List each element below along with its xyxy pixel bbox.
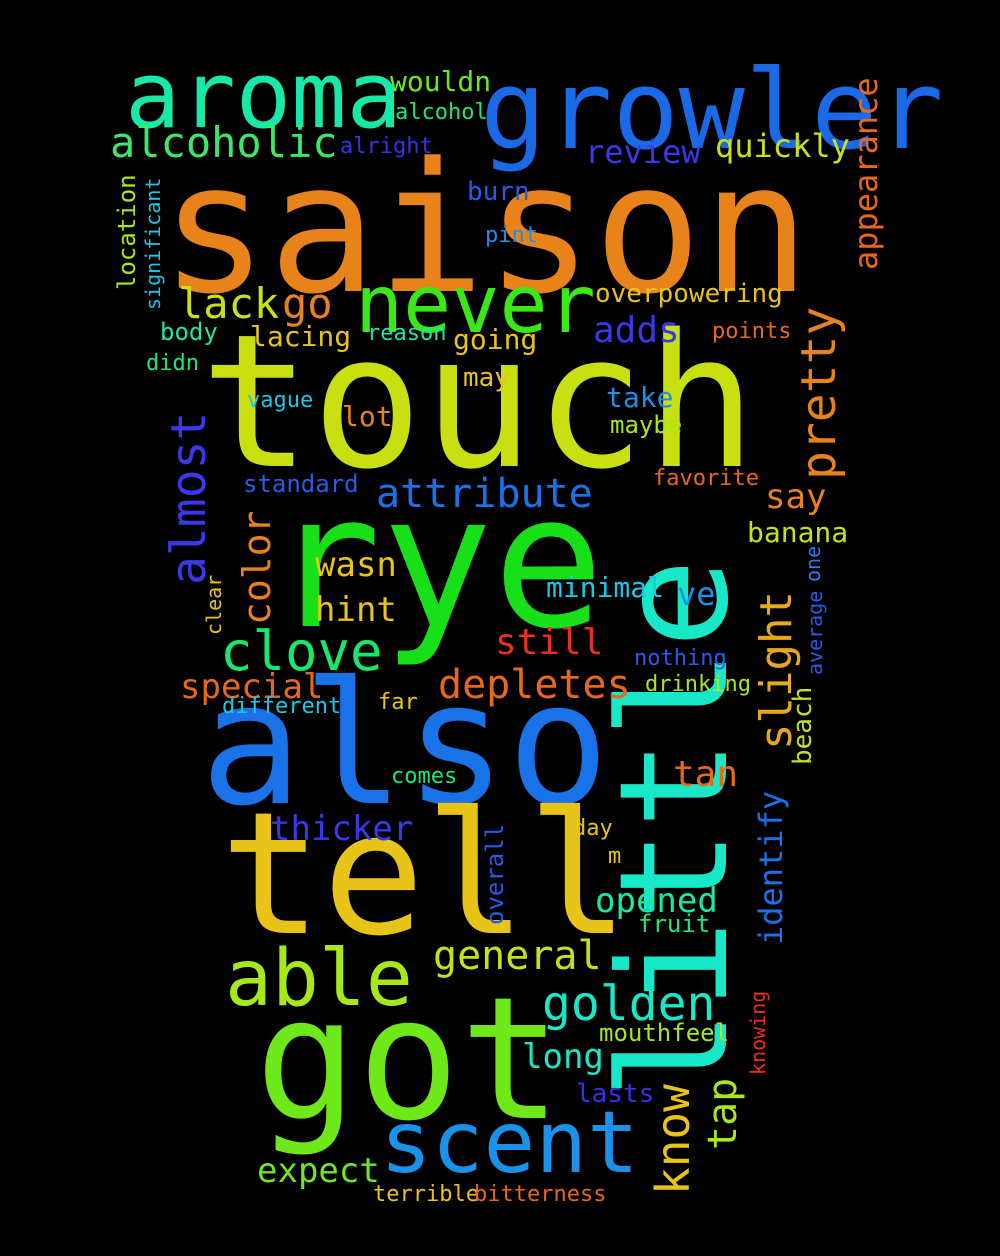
word-drinking: drinking <box>645 672 751 697</box>
word-standard: standard <box>243 470 359 498</box>
word-review: review <box>585 133 701 171</box>
word-going: going <box>453 323 538 356</box>
word-never: never <box>355 258 596 351</box>
word-mouthfeel: mouthfeel <box>599 1019 730 1047</box>
word-expect: expect <box>257 1151 380 1191</box>
word-long: long <box>522 1037 604 1077</box>
word-adds: adds <box>593 310 680 351</box>
word-depletes: depletes <box>438 662 631 708</box>
word-rye: rye <box>270 454 605 670</box>
word-tan: tan <box>673 754 739 795</box>
word-alright: alright <box>340 134 433 159</box>
word-growler: growler <box>480 46 944 174</box>
word-ve: ve <box>677 575 716 613</box>
word-favorite: favorite <box>653 466 759 491</box>
word-wouldn: wouldn <box>390 65 492 98</box>
word-fruit: fruit <box>638 910 711 938</box>
word-minimal: minimal <box>546 571 665 604</box>
word-special: special <box>180 667 324 707</box>
word-almost: almost <box>161 411 217 585</box>
word-aroma: aroma <box>125 42 402 149</box>
word-touch: touch <box>200 294 757 510</box>
word-alcohol: alcohol <box>395 100 488 125</box>
word-location: location <box>113 174 141 290</box>
word-golden: golden <box>542 976 716 1032</box>
word-alcoholic: alcoholic <box>110 118 338 167</box>
word-appearance: appearance <box>847 77 885 270</box>
word-quickly: quickly <box>715 127 850 165</box>
word-able: able <box>225 934 413 1024</box>
word-go: go <box>282 279 333 328</box>
word-got: got <box>255 961 563 1159</box>
word-attribute: attribute <box>376 471 593 517</box>
word-still: still <box>495 622 604 663</box>
word-pint: pint <box>485 223 538 248</box>
word-comes: comes <box>391 764 458 789</box>
word-lasts: lasts <box>576 1079 655 1109</box>
word-burn: burn <box>467 177 530 207</box>
word-overpowering: overpowering <box>595 279 783 309</box>
word-clear: clear <box>202 574 226 635</box>
word-didn: didn <box>146 351 199 376</box>
word-nothing: nothing <box>634 646 727 671</box>
word-significant: significant <box>141 177 165 310</box>
word-hint: hint <box>315 590 397 630</box>
word-bitterness: bitterness <box>474 1182 607 1207</box>
word-scent: scent <box>380 1093 639 1193</box>
word-wasn: wasn <box>315 545 397 585</box>
word-far: far <box>378 690 418 715</box>
word-general: general <box>433 933 602 979</box>
word-different: different <box>222 694 342 719</box>
word-lack: lack <box>178 279 280 328</box>
word-tap: tap <box>700 1077 746 1150</box>
word-saison: saison <box>160 125 811 334</box>
word-lacing: lacing <box>250 320 352 353</box>
word-color: color <box>235 510 279 625</box>
word-beach: beach <box>788 686 818 765</box>
word-banana: banana <box>747 516 849 549</box>
word-know: know <box>646 1084 700 1195</box>
word-may: may <box>463 363 510 393</box>
word-clove: clove <box>220 620 383 683</box>
word-one: one <box>801 545 825 582</box>
word-points: points <box>712 319 792 344</box>
word-maybe: maybe <box>610 411 683 439</box>
word-reason: reason <box>367 321 447 346</box>
word-opened: opened <box>595 881 718 921</box>
word-also: also <box>200 646 610 844</box>
word-thicker: thicker <box>270 809 414 849</box>
word-tell: tell <box>220 776 630 974</box>
word-take: take <box>606 381 674 414</box>
word-lot: lot <box>342 400 393 433</box>
word-average: average <box>803 590 827 675</box>
word-m: m <box>608 844 622 869</box>
word-identify: identify <box>752 790 790 945</box>
word-pretty: pretty <box>791 306 847 480</box>
word-terrible: terrible <box>373 1182 479 1207</box>
word-day: day <box>573 816 613 841</box>
word-vague: vague <box>247 388 314 413</box>
word-say: say <box>765 477 827 517</box>
word-knowing: knowing <box>746 990 770 1075</box>
word-body: body <box>160 318 218 346</box>
word-overall: overall <box>481 823 509 925</box>
